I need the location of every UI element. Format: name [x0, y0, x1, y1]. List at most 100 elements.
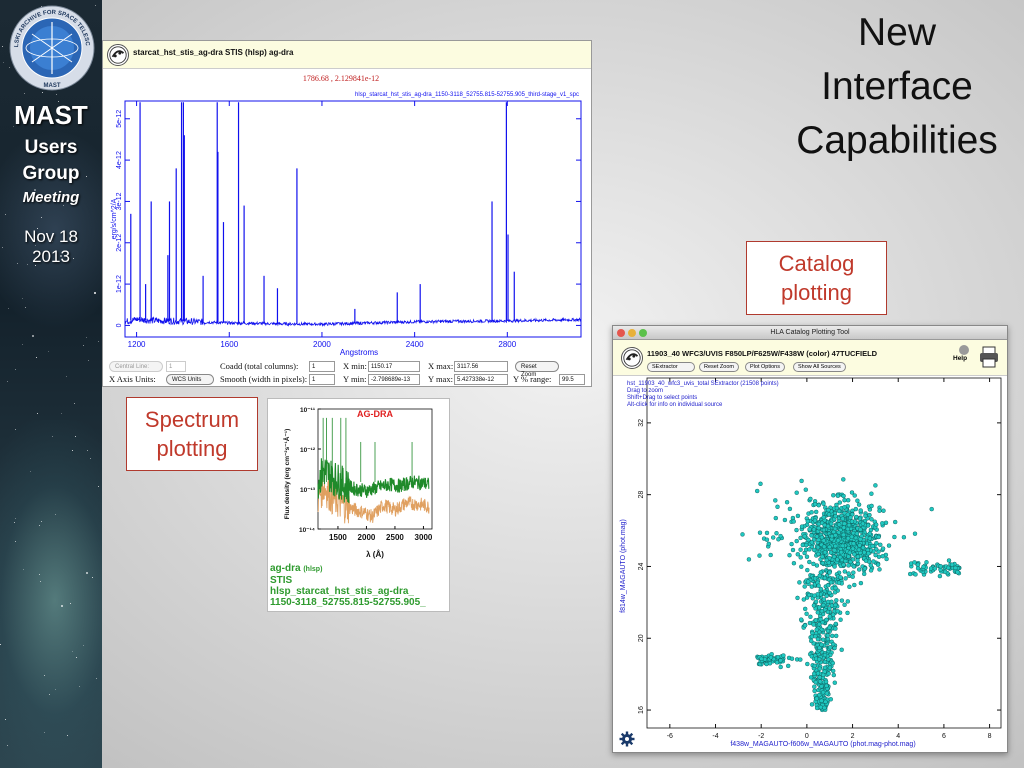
- data-point: [858, 537, 863, 542]
- x-tick-label: 1500: [329, 533, 347, 542]
- data-point: [850, 546, 856, 551]
- central-line-select[interactable]: Central Line:: [109, 361, 163, 372]
- reset-zoom-button[interactable]: Reset Zoom: [515, 361, 559, 378]
- data-point: [778, 533, 783, 539]
- data-point: [812, 688, 817, 694]
- show-all-sources-button[interactable]: Show All Sources: [793, 362, 846, 372]
- data-point: [862, 550, 867, 555]
- ymax-input[interactable]: 5.427338e-12: [454, 374, 508, 385]
- data-point: [835, 493, 841, 499]
- data-point: [825, 583, 831, 588]
- data-point: [825, 609, 831, 615]
- data-point: [824, 557, 829, 563]
- star: [67, 735, 68, 736]
- data-point: [862, 566, 868, 571]
- data-point: [949, 562, 955, 567]
- data-point: [807, 559, 812, 565]
- data-point: [832, 564, 837, 569]
- star: [2, 247, 3, 248]
- spectrum-plot[interactable]: 1786.68 , 2.129841e-12 hlsp_starcat_hst_…: [103, 69, 591, 359]
- date-line-1: Nov 18: [24, 227, 78, 246]
- data-point: [767, 661, 773, 666]
- y-tick-label: 5e-12: [116, 110, 123, 128]
- star: [65, 178, 66, 179]
- catalog-window-titlebar[interactable]: HLA Catalog Plotting Tool: [613, 326, 1007, 340]
- plot-options-button[interactable]: Plot Options: [745, 362, 785, 372]
- x-tick-label: 2800: [498, 340, 516, 349]
- data-point: [830, 612, 836, 617]
- data-point: [823, 679, 829, 684]
- data-point: [776, 537, 781, 542]
- data-point: [839, 598, 845, 603]
- y-tick-label: 32: [638, 419, 645, 427]
- data-point: [846, 522, 852, 528]
- data-point: [812, 593, 817, 598]
- xmin-label: X min:: [343, 361, 367, 371]
- y-tick-label: 2e-12: [116, 234, 123, 252]
- xmax-input[interactable]: 3117.56: [454, 361, 508, 372]
- data-point: [809, 510, 814, 515]
- data-point: [839, 647, 844, 652]
- meeting-date: Nov 18 2013: [0, 227, 102, 267]
- data-point: [845, 526, 851, 532]
- data-point: [819, 684, 824, 689]
- help-icon[interactable]: [959, 345, 969, 355]
- data-point: [805, 579, 811, 584]
- hla-logo-icon: [107, 44, 129, 66]
- data-point: [802, 606, 808, 612]
- data-point: [828, 697, 834, 702]
- data-point: [860, 545, 866, 550]
- close-window-icon[interactable]: [617, 329, 625, 337]
- data-point: [822, 665, 828, 670]
- spectrum-plot-frame: [124, 100, 582, 338]
- data-point: [819, 608, 825, 614]
- data-point: [757, 553, 762, 558]
- data-point: [791, 519, 796, 524]
- zoom-window-icon[interactable]: [639, 329, 647, 337]
- data-point: [821, 597, 827, 602]
- star: [87, 450, 88, 451]
- star: [72, 450, 73, 451]
- mast-logo: MIKULSKI ARCHIVE FOR SPACE TELESCOPES MA…: [8, 4, 95, 91]
- catalog-source-select[interactable]: SExtractor: [647, 362, 695, 372]
- xmin-input[interactable]: 1150.17: [368, 361, 420, 372]
- star: [86, 572, 88, 574]
- data-point: [870, 543, 875, 549]
- data-point: [827, 570, 832, 575]
- data-point: [821, 544, 827, 549]
- data-point: [820, 637, 826, 642]
- data-point: [866, 551, 871, 556]
- reset-zoom-button[interactable]: Reset Zoom: [699, 362, 739, 372]
- gear-icon[interactable]: [619, 731, 635, 747]
- x-axis-units-select[interactable]: WCS Units: [166, 374, 214, 385]
- data-point: [773, 498, 778, 503]
- data-point: [845, 497, 851, 503]
- star: [5, 719, 6, 720]
- coadd-label: Coadd (total columns):: [220, 361, 299, 371]
- x-tick-label: -4: [712, 733, 718, 740]
- agdra-thumbnail[interactable]: 1500 2000 2500 3000 10⁻¹¹ 10⁻¹² 10⁻¹³ 10⁻¹⁴ AG-…: [267, 398, 450, 612]
- data-point: [849, 490, 855, 495]
- data-point: [808, 496, 813, 502]
- data-point: [802, 623, 808, 628]
- data-point: [835, 609, 840, 614]
- data-point: [774, 660, 780, 665]
- y-range-input[interactable]: 99.5: [559, 374, 585, 385]
- central-line-input[interactable]: 1: [166, 361, 186, 372]
- ymin-input[interactable]: -2.798689e-13: [368, 374, 420, 385]
- data-point: [868, 568, 874, 573]
- printer-icon[interactable]: [979, 346, 999, 368]
- data-point: [766, 541, 772, 547]
- star: [37, 413, 38, 414]
- date-line-2: 2013: [32, 247, 70, 266]
- help-button[interactable]: Help: [953, 355, 968, 362]
- data-point: [814, 534, 820, 539]
- minimize-window-icon[interactable]: [628, 329, 636, 337]
- data-point: [811, 671, 817, 676]
- coadd-input[interactable]: 1: [309, 361, 335, 372]
- data-point: [820, 560, 826, 566]
- spectrum-controls: Central Line: 1 Coadd (total columns): 1…: [103, 359, 591, 387]
- smooth-input[interactable]: 1: [309, 374, 335, 385]
- x-tick-label: 1200: [128, 340, 146, 349]
